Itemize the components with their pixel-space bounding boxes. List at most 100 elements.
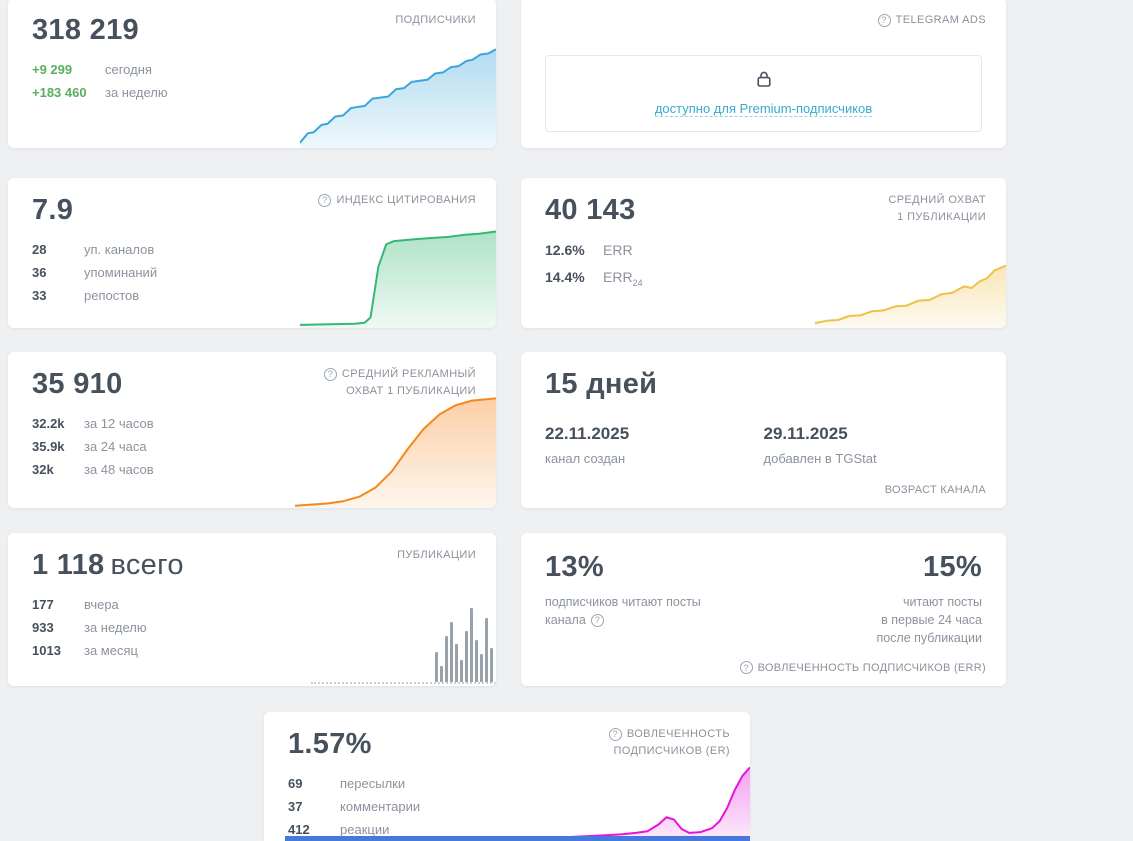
citation-index-card: ИНДЕКС ЦИТИРОВАНИЯ 7.9 28 уп. каналов 36…: [8, 178, 496, 328]
forwards-value: 69: [288, 776, 303, 791]
avg-reach-label-line1: СРЕДНИЙ ОХВАТ: [888, 194, 986, 206]
posts-yesterday-label: вчера: [84, 597, 119, 612]
publication-bar: [470, 608, 473, 682]
lock-icon: [756, 70, 772, 93]
err-card-body: 13% подписчиков читают посты канала 15% …: [521, 533, 1006, 647]
publication-bar: [465, 630, 468, 682]
subscribers-count: 318 219: [32, 14, 139, 46]
stat-row-week: 933 за неделю: [32, 620, 472, 635]
er-card-body: 1.57% 69 пересылки 37 комментарии 412 ре…: [264, 712, 750, 837]
publication-bar: [490, 648, 493, 682]
publications-card-body: 1 118 всего 177 вчера 933 за неделю 1013 …: [8, 533, 496, 658]
stat-row-channels: 28 уп. каналов: [32, 242, 472, 257]
reactions-value: 412: [288, 822, 310, 837]
avg-ad-reach-card-body: 35 910 32.2k за 12 часов 35.9k за 24 час…: [8, 352, 496, 477]
channel-age-footer-label: ВОЗРАСТ КАНАЛА: [885, 484, 986, 496]
publications-card-header: ПУБЛИКАЦИИ: [397, 547, 476, 564]
info-icon[interactable]: [877, 13, 891, 27]
stat-row-comments: 37 комментарии: [288, 799, 726, 814]
subscribers-today-label: сегодня: [105, 62, 152, 77]
posts-yesterday-value: 177: [32, 597, 54, 612]
reach-48h-label: за 48 часов: [84, 462, 154, 477]
err-left-label: подписчиков читают посты канала: [545, 593, 701, 629]
err24-label: ERR24: [603, 269, 643, 291]
reactions-label: реакции: [340, 822, 390, 837]
subscribers-week-label: за неделю: [105, 85, 168, 100]
reposts-value: 33: [32, 288, 47, 303]
stat-row-48h: 32k за 48 часов: [32, 462, 472, 477]
avg-ad-reach-value: 35 910: [32, 368, 123, 400]
posts-month-label: за месяц: [84, 643, 138, 658]
publications-total-suffix: всего: [110, 549, 184, 581]
info-icon[interactable]: [739, 661, 753, 674]
posts-week-label: за неделю: [84, 620, 147, 635]
info-icon[interactable]: [318, 193, 332, 207]
avg-reach-card-header: СРЕДНИЙ ОХВАТ 1 ПУБЛИКАЦИИ: [888, 192, 986, 225]
avg-reach-card: СРЕДНИЙ ОХВАТ 1 ПУБЛИКАЦИИ 40 143 12.6% …: [521, 178, 1006, 328]
publication-bar: [450, 622, 453, 682]
subscribers-card-body: 318 219 +9 299 сегодня +183 460 за недел…: [8, 0, 496, 100]
err-right-column: 15% читают посты в первые 24 часа после …: [876, 549, 982, 647]
publication-bar: [480, 654, 483, 682]
avg-ad-reach-card-header: СРЕДНИЙ РЕКЛАМНЫЙ ОХВАТ 1 ПУБЛИКАЦИИ: [323, 366, 476, 399]
publications-card: ПУБЛИКАЦИИ 1 118 всего 177 вчера 933 за н…: [8, 533, 496, 686]
info-icon[interactable]: [323, 367, 337, 381]
channel-created-date: 22.11.2025: [545, 424, 630, 443]
stat-row-reposts: 33 репостов: [32, 288, 472, 303]
stat-row-12h: 32.2k за 12 часов: [32, 416, 472, 431]
stat-row-reactions: 412 реакции: [288, 822, 726, 837]
publications-stats: 177 вчера 933 за неделю 1013 за месяц: [32, 597, 472, 658]
er-label-line2: ПОДПИСЧИКОВ (ER): [613, 744, 730, 757]
err-right-label-line3: после публикации: [876, 631, 982, 645]
reach-24h-label: за 24 часа: [84, 439, 147, 454]
channel-created-label: канал создан: [545, 451, 626, 466]
publications-total-value: 1 118: [32, 549, 105, 581]
err-right-label: читают посты в первые 24 часа после публ…: [876, 593, 982, 647]
mentions-value: 36: [32, 265, 47, 280]
info-icon[interactable]: [608, 727, 622, 741]
err-left-value: 13%: [545, 551, 604, 583]
citation-index-card-header: ИНДЕКС ЦИТИРОВАНИЯ: [318, 192, 476, 209]
err-footer-label: ВОВЛЕЧЕННОСТЬ ПОДПИСЧИКОВ (ERR): [739, 661, 986, 674]
reach-48h-value: 32k: [32, 462, 54, 477]
posts-month-value: 1013: [32, 643, 61, 658]
stat-row-yesterday: 177 вчера: [32, 597, 472, 612]
info-icon[interactable]: [590, 613, 604, 627]
publications-bar-chart: [311, 602, 496, 684]
citation-index-sparkline-chart: [300, 222, 496, 328]
subscribers-sparkline-chart: [300, 43, 496, 148]
publications-label: ПУБЛИКАЦИИ: [397, 549, 476, 561]
err-right-label-line2: в первые 24 часа: [881, 613, 982, 627]
stat-row-today: +9 299 сегодня: [32, 62, 472, 77]
err-right-value: 15%: [923, 551, 982, 583]
er-stats: 69 пересылки 37 комментарии 412 реакции: [288, 776, 726, 837]
comments-label: комментарии: [340, 799, 421, 814]
publication-bar: [460, 659, 463, 682]
subscribers-week-value: +183 460: [32, 85, 87, 100]
channel-added-label: добавлен в TGStat: [763, 451, 877, 466]
err-grid: 13% подписчиков читают посты канала 15% …: [545, 549, 982, 647]
subscribers-card: ПОДПИСЧИКИ 318 219 +9 299 сегодня +183 4…: [8, 0, 496, 148]
avg-reach-card-body: 40 143 12.6% ERR 14.4% ERR24: [521, 178, 1006, 291]
er-sparkline-chart: [560, 765, 750, 841]
telegram-ads-label: TELEGRAM ADS: [895, 14, 986, 26]
err-value: 12.6%: [545, 242, 585, 258]
subscribers-card-header: ПОДПИСЧИКИ: [395, 12, 476, 29]
mentions-label: упоминаний: [84, 265, 158, 280]
channel-age-value: 15 дней: [545, 368, 658, 400]
citing-channels-value: 28: [32, 242, 47, 257]
err-left-label-line2: канала: [545, 611, 701, 629]
err24-value: 14.4%: [545, 269, 585, 285]
comments-value: 37: [288, 799, 303, 814]
citation-index-value: 7.9: [32, 194, 74, 226]
citation-index-card-body: 7.9 28 уп. каналов 36 упоминаний 33 репо…: [8, 178, 496, 303]
premium-subscribers-link[interactable]: доступно для Premium-подписчиков: [654, 101, 873, 117]
reach-12h-value: 32.2k: [32, 416, 65, 431]
channel-created-col: 22.11.2025 канал создан: [545, 424, 764, 466]
avg-ad-reach-sparkline-chart: [295, 395, 496, 508]
err-left-label-line1: подписчиков читают посты: [545, 595, 701, 609]
avg-reach-stats: 12.6% ERR 14.4% ERR24: [545, 242, 982, 291]
err24-label-text: ERR: [603, 269, 633, 285]
citation-index-stats: 28 уп. каналов 36 упоминаний 33 репостов: [32, 242, 472, 303]
